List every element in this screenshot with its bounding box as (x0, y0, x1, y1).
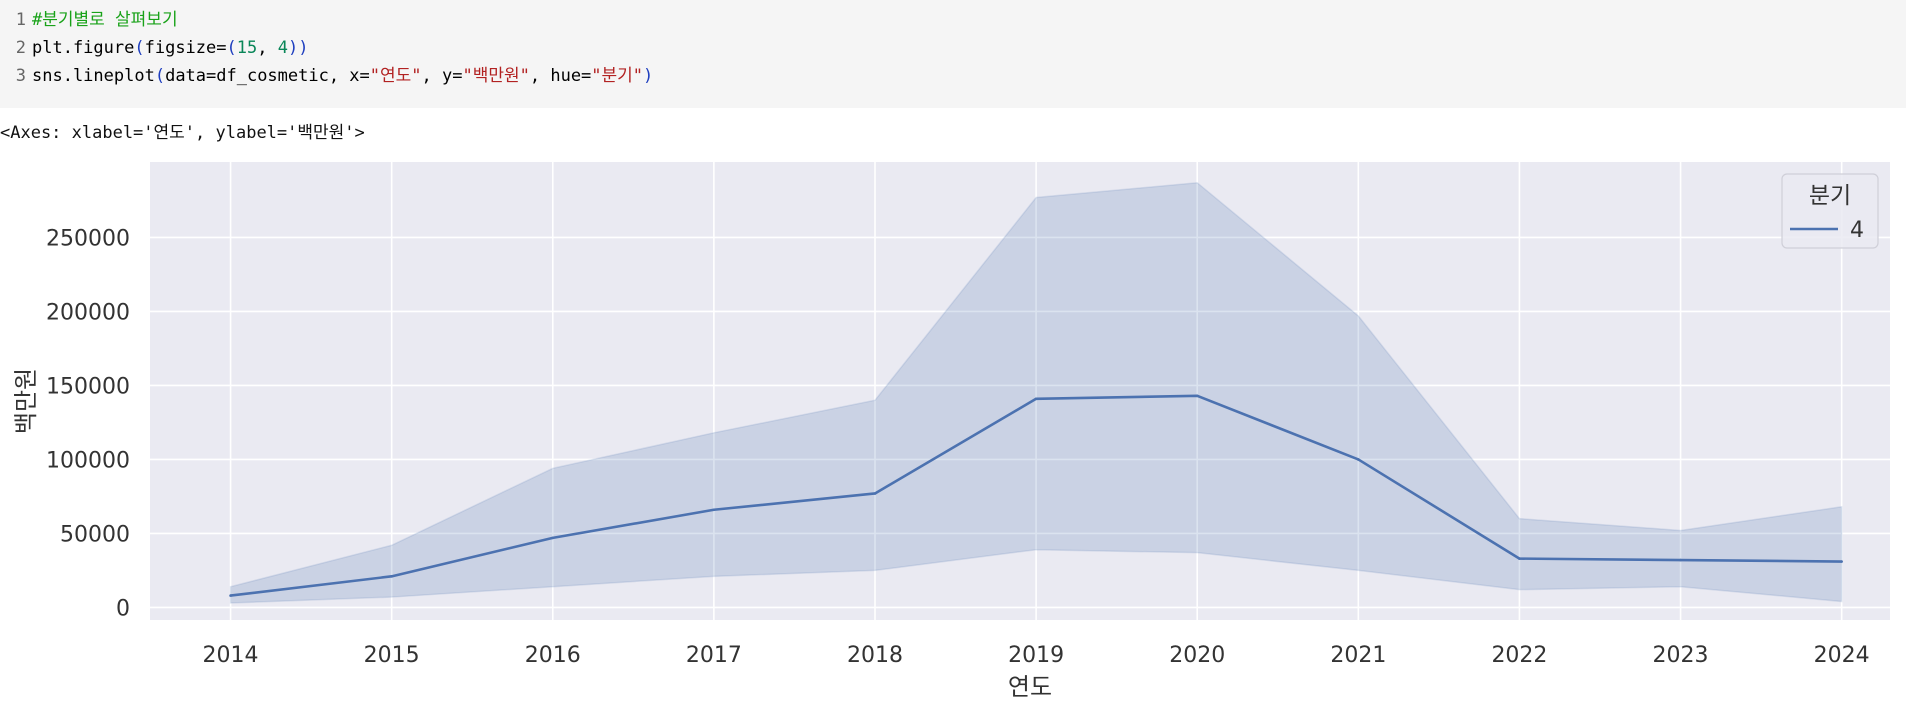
data-point (551, 536, 555, 540)
y-tick-label: 50000 (60, 522, 130, 547)
confidence-band (229, 181, 1843, 604)
x-tick-label: 2016 (525, 643, 581, 668)
x-tick-label: 2024 (1814, 643, 1870, 668)
code-token: , hue= (529, 66, 592, 86)
x-tick-label: 2015 (364, 643, 420, 668)
x-tick-label: 2018 (847, 643, 903, 668)
line-number: 3 (15, 66, 26, 86)
data-point (712, 508, 716, 512)
code-token: plt.figure (32, 38, 135, 58)
code-token: "백만원" (462, 66, 530, 86)
data-point (1357, 458, 1360, 461)
code-token: , (257, 38, 278, 58)
data-point (1034, 397, 1038, 401)
data-point (1195, 394, 1199, 398)
code-token: ( (226, 38, 237, 58)
code-token: "연도" (369, 66, 422, 86)
code-token: , y= (421, 66, 463, 86)
code-token: #분기별로 살펴보기 (32, 10, 178, 30)
data-point (229, 594, 232, 597)
code-cell[interactable]: 1 #분기별로 살펴보기 2 plt.figure(figsize=(15, 4)) 3… (0, 0, 1906, 108)
y-axis-label: 백만원 (12, 368, 40, 434)
code-text[interactable]: #분기별로 살펴보기 (32, 6, 178, 34)
legend-label: 4 (1850, 218, 1864, 243)
x-tick-label: 2022 (1491, 643, 1547, 668)
x-tick-label: 2023 (1653, 643, 1709, 668)
code-text[interactable]: sns.lineplot(data=df_cosmetic, x="연도", y… (32, 62, 653, 90)
code-token: 4 (277, 38, 288, 58)
code-token: ) (643, 66, 654, 86)
code-text[interactable]: plt.figure(figsize=(15, 4)) (32, 34, 308, 62)
x-tick-label: 2020 (1169, 643, 1225, 668)
data-point (1518, 557, 1521, 560)
data-point (873, 492, 877, 495)
y-tick-label: 0 (116, 596, 130, 621)
code-token: ( (154, 66, 166, 86)
y-tick-label: 200000 (46, 300, 130, 325)
x-tick-label: 2019 (1008, 643, 1064, 668)
data-point (390, 575, 393, 578)
plot-area (150, 162, 1890, 620)
line-chart: 0 50000 100000 150000 200000 250000 2014 2015 20… (12, 162, 1890, 701)
y-tick-label: 250000 (46, 226, 130, 251)
line-number: 2 (15, 38, 26, 58)
code-token: )) (287, 38, 309, 58)
code-token: "분기" (591, 66, 644, 86)
y-tick-label: 150000 (46, 374, 130, 399)
code-token: sns.lineplot (32, 66, 155, 86)
x-tick-label: 2021 (1330, 643, 1386, 668)
x-axis-label: 연도 (1008, 673, 1052, 701)
x-tick-label: 2017 (686, 643, 742, 668)
line-number: 1 (15, 10, 26, 30)
y-tick-label: 100000 (46, 448, 130, 473)
data-point (1840, 560, 1843, 563)
x-tick-label: 2014 (203, 643, 259, 668)
data-point (1679, 558, 1682, 562)
code-token: ( (134, 38, 145, 58)
code-token: figsize= (144, 38, 227, 58)
legend-title: 분기 (1809, 183, 1851, 209)
code-token: 15 (236, 38, 258, 58)
output-text: <Axes: xlabel='연도', ylabel='백만원'> (0, 123, 365, 143)
code-token: data=df_cosmetic, x= (165, 66, 370, 86)
